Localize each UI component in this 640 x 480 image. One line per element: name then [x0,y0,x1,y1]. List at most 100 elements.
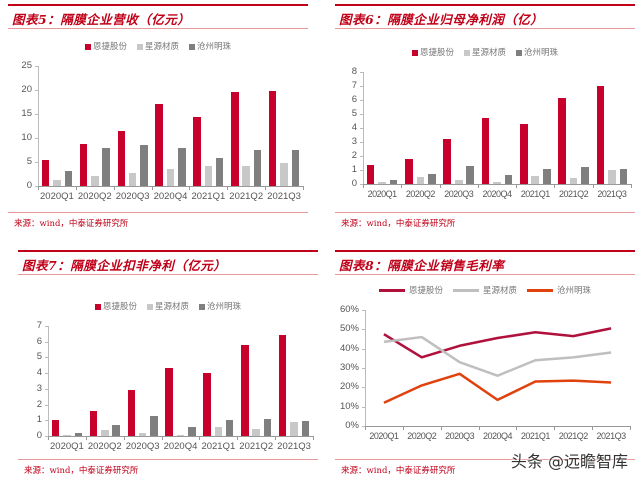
legend-item: 恩捷股份 [84,40,127,52]
y-axis [363,72,364,184]
x-tick-label: 2021Q3 [277,441,311,452]
y-tick-label: 2 [351,150,357,161]
source-rule [18,459,318,460]
chart-title: 图表8：隔膜企业销售毛利率 [339,258,505,273]
y-tick-mark [360,128,363,129]
bar [504,175,513,184]
chart-title: 图表5：隔膜企业营收（亿元） [12,12,191,27]
bar [253,149,262,186]
y-tick-label: 20 [21,84,32,95]
legend-item: 沧州明珠 [189,40,231,52]
y-tick-label: 6 [351,94,357,105]
chart-title: 图表7：隔膜企业扣非净利（亿元） [22,258,227,273]
legend-label: 恩捷股份 [102,302,137,312]
x-tick-mark [313,436,314,440]
bar [127,390,136,436]
title-underline [18,274,318,275]
bar [63,434,71,436]
bar [203,373,211,436]
x-tick-mark [227,186,229,190]
x-tick-label: 2021Q3 [267,191,301,202]
y-tick-label: 5 [36,351,42,363]
y-tick-mark [35,186,38,187]
legend-label: 恩捷股份 [419,48,454,58]
bar [165,368,173,436]
x-tick-label: 2020Q3 [115,191,150,202]
legend-swatch [136,43,143,50]
y-tick-label: 4 [351,122,357,133]
series-line [383,335,612,377]
legend-label: 恩捷股份 [92,42,127,52]
x-tick-label: 2020Q4 [482,189,512,199]
watermark: 头条 @远瞻智库 [510,452,628,471]
bar [569,177,578,184]
x-tick-label: 2021Q3 [596,431,627,441]
x-tick-mark [189,186,191,190]
chart-legend: 恩捷股份 星源材质 沧州明珠 [18,300,318,312]
y-tick-label: 2 [36,398,42,410]
bar [241,344,249,436]
bar [166,169,175,186]
chart-panel-revenue: 图表5：隔膜企业营收（亿元） 恩捷股份 星源材质 沧州明珠 0 5 10 15 20 25 20… [8,4,308,234]
y-axis [38,66,39,186]
bar [443,139,452,184]
plot-area: 0 1 2 3 4 5 6 7 2020Q1 2020Q2 2020Q3 2020Q4 2021Q1 20… [37,320,314,452]
plot-area: 0 5 10 15 20 25 2020Q1 2020Q2 2020Q3 2020Q4 2021Q1… [21,60,304,202]
x-tick-label: 2021Q1 [191,191,226,202]
chart-panel-gross-margin: 图表8：隔膜企业销售毛利率 恩捷股份 星源材质 沧州明珠 0% 10% 20% 30% 40… [335,250,635,480]
y-tick-mark [45,373,48,375]
y-tick-label: 10 [21,132,32,143]
x-tick-mark [554,184,556,188]
title-underline [335,274,635,275]
legend-swatch [411,49,418,56]
x-tick-label: 2021Q1 [201,441,236,452]
x-tick-label: 2020Q4 [153,191,188,202]
y-axis [48,326,49,436]
y-tick-mark [35,138,38,139]
x-tick-mark [113,186,115,190]
source-note: 来源：wind，中泰证券研究所 [14,219,129,229]
source-rule [8,212,308,213]
y-tick-mark [362,426,365,427]
x-tick-mark [478,426,480,430]
plot-area: 0 1 2 3 4 5 6 7 8 2020Q1 2020Q2 2020Q3 2020Q4 2021Q1 2… [352,66,632,199]
bar [178,148,186,186]
legend-item: 星源材质 [136,40,179,52]
y-tick-label: 0 [26,180,32,191]
legend-swatch [378,289,405,292]
bar [389,180,398,184]
legend-label: 沧州明珠 [557,286,592,296]
x-tick-mark [477,184,479,188]
legend-label: 星源材质 [144,42,179,52]
bar [263,418,272,436]
y-tick-mark [360,184,363,185]
y-tick-mark [362,348,365,350]
x-tick-label: 2021Q2 [239,441,274,452]
bar [155,104,163,186]
legend-swatch [94,303,101,310]
legend-label: 星源材质 [471,48,506,58]
bar [231,92,239,186]
y-tick-label: 1 [351,164,357,175]
legend-swatch [199,303,205,310]
bar [291,150,300,186]
x-tick-mark [401,184,403,188]
x-tick-label: 2021Q3 [597,189,627,199]
x-tick-label: 2020Q2 [405,189,436,199]
bar [278,334,287,436]
legend-swatch [84,43,91,50]
x-tick-mark [303,186,304,190]
bar [74,433,83,436]
x-tick-mark [151,186,153,190]
y-tick-mark [45,357,48,359]
x-tick-label: 2020Q2 [87,441,122,452]
bar [214,427,223,436]
bar [193,116,201,186]
legend-label: 沧州明珠 [207,302,242,312]
bar [101,429,109,436]
x-axis [38,186,303,187]
legend-label: 星源材质 [482,286,517,296]
bar [405,158,413,184]
y-tick-mark [360,100,363,101]
legend-item: 沧州明珠 [527,284,591,296]
